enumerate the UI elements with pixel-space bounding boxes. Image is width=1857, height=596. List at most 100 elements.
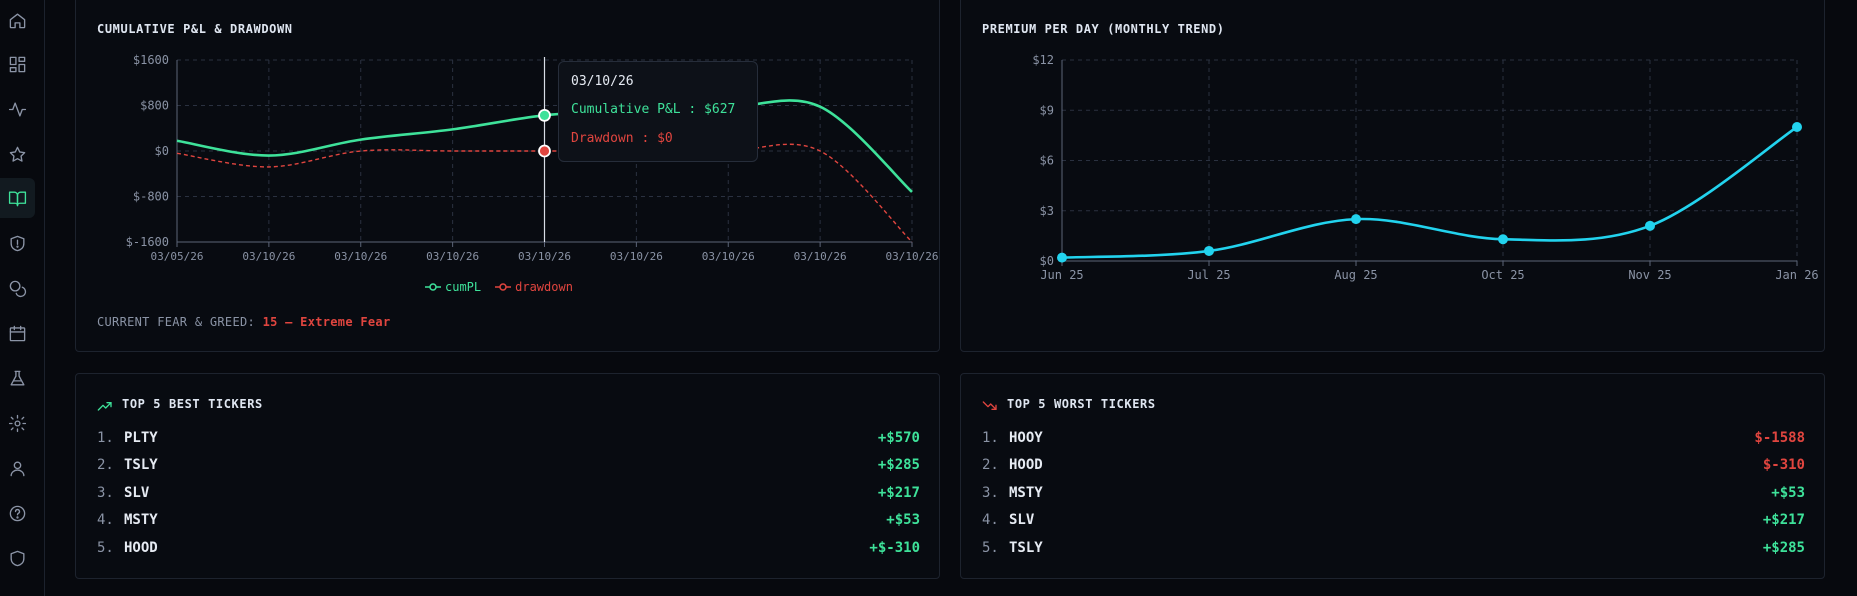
y-tick-label: $800 — [140, 99, 169, 113]
ticker-pnl-value: +$53 — [1771, 484, 1805, 501]
tooltip-drawdown: Drawdown : $0 — [571, 131, 673, 146]
pnl-panel: CUMULATIVE P&L & DRAWDOWN $1600 $800 $0 $-8… — [75, 0, 940, 352]
ticker-symbol: HOOD — [1009, 457, 1043, 473]
ticker-pnl-value: +$53 — [886, 512, 920, 528]
rank-number: 5. — [97, 539, 114, 556]
x-tick-label: Nov 25 — [1628, 268, 1671, 282]
highlight-point-cumPL — [538, 108, 551, 122]
nav-profile[interactable] — [0, 448, 35, 488]
ticker-symbol: MSTY — [1009, 484, 1043, 501]
nav-risk[interactable] — [0, 223, 35, 263]
best-tickers-title: TOP 5 BEST TICKERS — [122, 397, 263, 411]
rank-number: 4. — [97, 512, 114, 528]
data-point — [1057, 252, 1067, 263]
chart-tooltip: 03/10/26 Cumulative P&L : $627 Drawdown … — [558, 61, 758, 162]
sidebar — [0, 0, 45, 596]
worst-tickers-list: 1. HOOY $-1588 2. HOOD $-310 3. MSTY +$53 4. SLV +$… — [982, 426, 1805, 566]
legend-item-cumpl[interactable]: cumPL — [425, 280, 481, 294]
x-tick-label: Jun 25 — [1040, 268, 1083, 282]
x-tick-label: 03/10/26 — [886, 250, 939, 263]
ticker-symbol: PLTY — [124, 429, 158, 446]
trending-down-icon — [982, 401, 997, 410]
legend-cumpl-label: cumPL — [445, 280, 482, 294]
pnl-chart-container: $1600 $800 $0 $-800 $-1600 03/05/26 03/10/26 03… — [76, 0, 941, 269]
user-icon — [10, 460, 25, 476]
shield-icon — [10, 235, 25, 251]
data-point — [1204, 245, 1214, 256]
ticker-pnl-value: +$285 — [877, 457, 920, 473]
best-ticker-row[interactable]: 5. HOOD +$-310 — [97, 536, 920, 559]
worst-ticker-row[interactable]: 1. HOOY $-1588 — [982, 426, 1805, 449]
nav-journal[interactable] — [0, 178, 35, 218]
nav-activity[interactable] — [0, 89, 35, 129]
data-point — [1351, 214, 1361, 225]
legend-cumpl-marker-icon — [425, 283, 441, 291]
best-ticker-row[interactable]: 3. SLV +$217 — [97, 481, 920, 504]
y-tick-label: $-800 — [133, 190, 169, 204]
y-tick-label: $0 — [155, 144, 169, 158]
ticker-pnl-value: $-1588 — [1754, 429, 1805, 446]
best-tickers-list: 1. PLTY +$570 2. TSLY +$285 3. SLV +$217 4. MSTY +$… — [97, 426, 920, 566]
nav-lab[interactable] — [0, 358, 35, 398]
worst-ticker-row[interactable]: 3. MSTY +$53 — [982, 481, 1805, 504]
x-tick-label: Oct 25 — [1481, 268, 1524, 282]
coins-icon — [9, 280, 27, 297]
rank-number: 3. — [982, 484, 999, 501]
premium-panel: PREMIUM PER DAY (MONTHLY TREND) $12 $9 $6 $… — [960, 0, 1825, 352]
ticker-symbol: MSTY — [124, 512, 158, 528]
nav-coins[interactable] — [0, 268, 35, 308]
nav-settings[interactable] — [0, 403, 35, 443]
nav-calendar[interactable] — [0, 313, 35, 353]
legend-item-drawdown[interactable]: drawdown — [495, 280, 573, 294]
x-tick-label: 03/10/26 — [242, 250, 295, 263]
fear-greed-label: CURRENT FEAR & GREED: — [97, 315, 256, 329]
tooltip-date: 03/10/26 — [571, 74, 634, 89]
ticker-pnl-value: +$570 — [877, 429, 920, 446]
journal-book-icon — [8, 190, 27, 206]
nav-home[interactable] — [0, 0, 35, 40]
help-icon — [9, 505, 26, 521]
rank-number: 5. — [982, 539, 999, 556]
x-tick-label: 03/05/26 — [151, 250, 204, 263]
rank-number: 2. — [97, 457, 114, 473]
worst-tickers-title: TOP 5 WORST TICKERS — [1007, 397, 1156, 411]
x-tick-label: 03/10/26 — [334, 250, 387, 263]
dashboard-grid-icon — [9, 56, 26, 72]
shield-outline-icon — [10, 550, 25, 566]
nav-help[interactable] — [0, 493, 35, 533]
data-point — [1645, 220, 1655, 231]
worst-ticker-row[interactable]: 2. HOOD $-310 — [982, 454, 1805, 477]
legend-drawdown-marker-icon — [495, 283, 512, 291]
worst-ticker-row[interactable]: 5. TSLY +$285 — [982, 536, 1805, 559]
ticker-pnl-value: +$217 — [877, 484, 920, 501]
nav-security[interactable] — [0, 538, 35, 578]
flask-icon — [10, 370, 25, 386]
worst-tickers-panel: TOP 5 WORST TICKERS 1. HOOY $-1588 2. HOOD $-… — [960, 373, 1825, 579]
legend-drawdown-label: drawdown — [515, 280, 573, 294]
nav-dashboard[interactable] — [0, 44, 35, 84]
y-tick-label: $-1600 — [126, 235, 169, 249]
ticker-symbol: HOOD — [124, 539, 158, 556]
x-tick-label: 03/10/26 — [610, 250, 663, 263]
ticker-symbol: TSLY — [1009, 539, 1043, 556]
best-ticker-row[interactable]: 2. TSLY +$285 — [97, 454, 920, 477]
data-point — [1498, 234, 1508, 245]
fear-greed: CURRENT FEAR & GREED: 15 — Extreme Fear — [97, 315, 390, 329]
worst-ticker-row[interactable]: 4. SLV +$217 — [982, 509, 1805, 532]
best-ticker-row[interactable]: 1. PLTY +$570 — [97, 426, 920, 449]
y-tick-label: $3 — [1040, 204, 1054, 218]
nav-favorites[interactable] — [0, 134, 35, 174]
data-point — [1792, 122, 1802, 132]
star-icon — [9, 146, 26, 162]
x-tick-label: 03/10/26 — [426, 250, 479, 263]
highlight-point-drawdown — [538, 144, 551, 158]
y-tick-label: $0 — [1040, 254, 1054, 268]
best-ticker-row[interactable]: 4. MSTY +$53 — [97, 509, 920, 532]
ticker-symbol: HOOY — [1009, 429, 1043, 446]
y-tick-label: $6 — [1040, 154, 1054, 168]
rank-number: 2. — [982, 457, 999, 473]
series-line-premium — [1061, 125, 1798, 259]
x-tick-label: Aug 25 — [1334, 268, 1377, 282]
